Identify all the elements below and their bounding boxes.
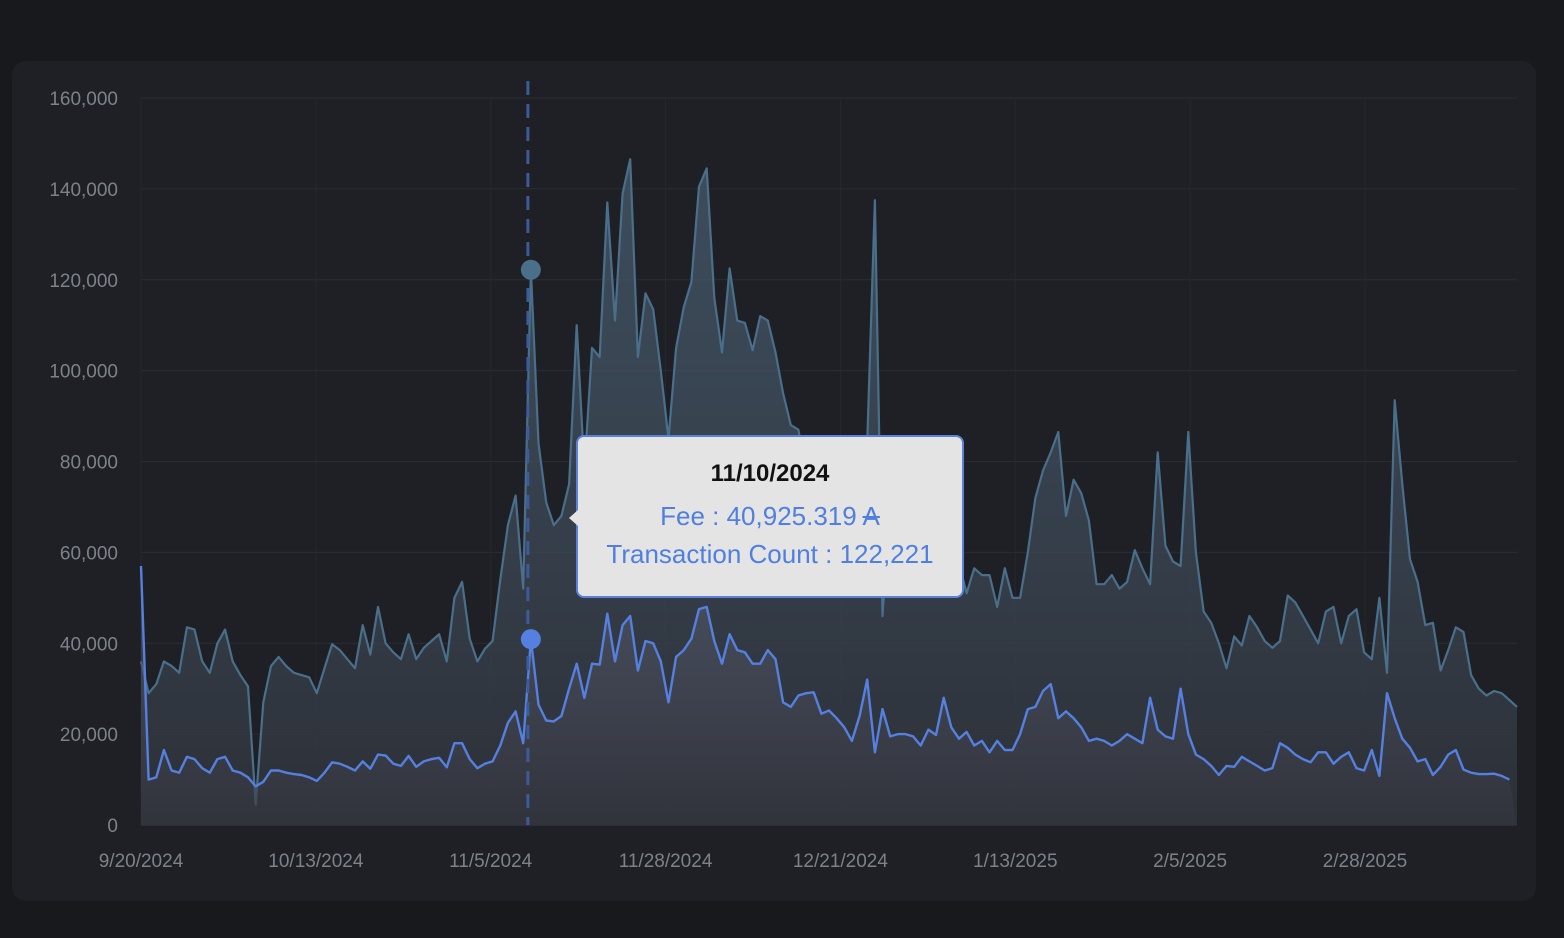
tooltip-count: Transaction Count : 122,221 [606, 539, 934, 569]
x-axis: 9/20/2024 10/13/2024 11/5/2024 11/28/2024 12… [99, 824, 1517, 872]
y-tick-label: 80,000 [60, 453, 118, 474]
x-tick-label: 11/5/2024 [449, 851, 533, 872]
y-axis: 0 20,000 40,000 60,000 80,000 100,000 120,000 1… [49, 89, 118, 837]
x-tick-label: 9/20/2024 [99, 851, 184, 872]
y-tick-label: 60,000 [60, 543, 118, 564]
x-tick-label: 12/21/2024 [793, 851, 889, 872]
y-tick-label: 140,000 [49, 180, 118, 201]
hover-marker-0 [520, 259, 541, 280]
chart-card: 0 20,000 40,000 60,000 80,000 100,000 120,000 1… [12, 61, 1536, 901]
x-tick-label: 10/13/2024 [268, 851, 364, 872]
x-tick-label: 2/28/2025 [1323, 851, 1408, 872]
series-area-0 [141, 159, 1517, 826]
series-line-1 [139, 565, 1510, 788]
hover-layer [520, 81, 541, 825]
tooltip-fee-label: Fee : 40,925.319 [660, 501, 857, 531]
x-tick-label: 2/5/2025 [1153, 851, 1227, 872]
y-tick-label: 20,000 [60, 725, 118, 746]
y-tick-label: 160,000 [49, 89, 118, 110]
series-area-1 [141, 566, 1517, 825]
x-tick-label: 11/28/2024 [619, 851, 713, 872]
tooltip-date: 11/10/2024 [710, 460, 830, 487]
y-tick-label: 100,000 [49, 362, 118, 383]
tooltip-arrow [569, 510, 578, 526]
y-tick-label: 40,000 [60, 634, 118, 655]
currency-symbol-icon: A [862, 501, 880, 531]
y-tick-label: 120,000 [49, 271, 118, 292]
tooltip: 11/10/2024 Fee : 40,925.319 A Transactio… [569, 435, 964, 598]
tooltip-fee: Fee : 40,925.319 A [578, 497, 962, 535]
y-tick-label: 0 [107, 816, 118, 837]
hover-marker-1 [520, 629, 541, 650]
x-tick-label: 1/13/2025 [973, 851, 1058, 872]
